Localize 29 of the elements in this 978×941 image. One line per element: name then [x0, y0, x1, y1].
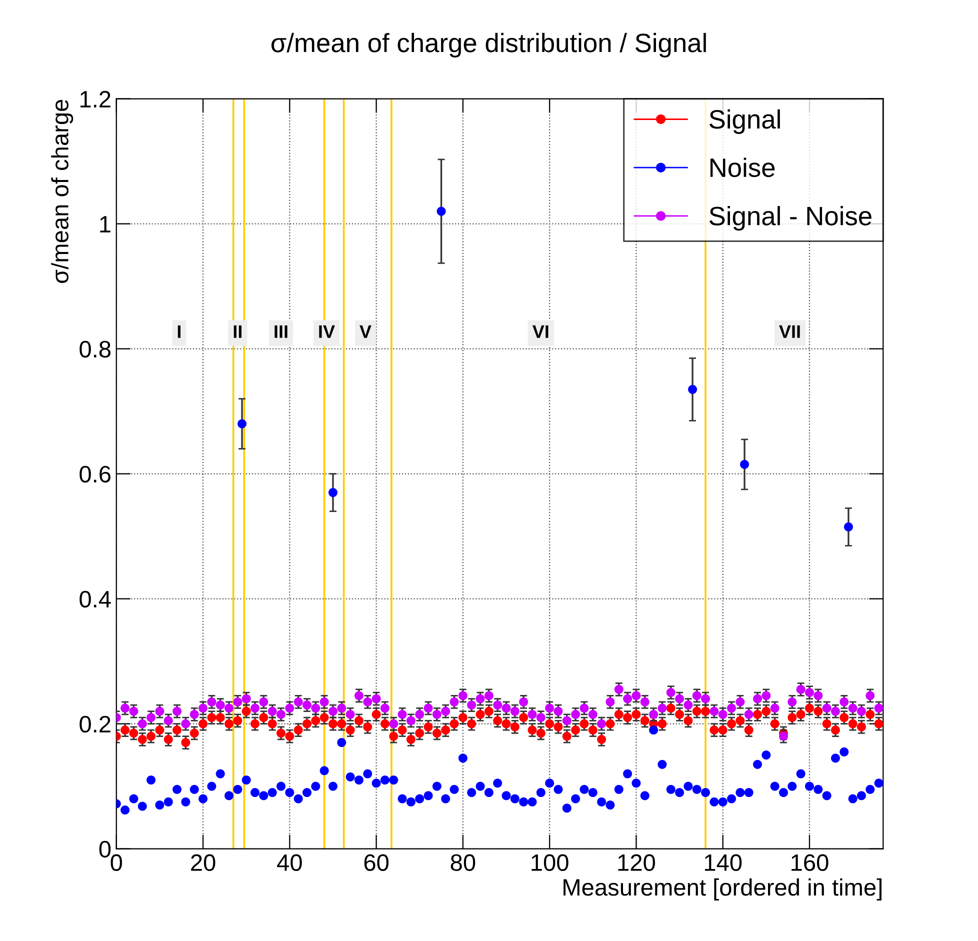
- annotation: I: [178, 325, 180, 338]
- y-axis-title: σ/mean of charge: [51, 100, 74, 283]
- annotation: III: [274, 325, 288, 338]
- y-tick-label: 1.2: [80, 90, 110, 108]
- legend-label: Noise: [710, 158, 775, 178]
- annotation: II: [234, 325, 242, 338]
- x-tick-label: 40: [277, 854, 302, 871]
- y-tick-label: 0.2: [80, 716, 110, 733]
- x-tick-label: 120: [618, 854, 655, 871]
- legend-label: Signal - Noise: [710, 206, 872, 231]
- x-axis-title: Measurement [ordered in time]: [564, 878, 882, 900]
- x-tick-label: 20: [191, 854, 216, 871]
- annotation: VII: [779, 325, 800, 338]
- y-tick-label: 0.6: [80, 466, 110, 483]
- y-tick-label: 0.4: [80, 590, 111, 608]
- x-tick-label: 100: [532, 854, 568, 871]
- annotation: VI: [532, 325, 548, 338]
- y-tick-label: 0.8: [80, 340, 110, 358]
- annotation: V: [360, 325, 372, 338]
- annotation: IV: [319, 325, 335, 338]
- legend-label: Signal: [710, 109, 780, 134]
- x-tick-label: 140: [704, 854, 742, 871]
- y-tick-label: 1: [100, 216, 110, 232]
- y-tick-label: 0: [99, 840, 111, 858]
- chart-title: σ/mean of charge distribution / Signal: [271, 32, 706, 58]
- x-tick-label: 80: [450, 854, 476, 871]
- x-tick-label: 60: [364, 854, 389, 871]
- x-tick-label: 0: [110, 854, 122, 871]
- x-tick-label: 160: [792, 854, 828, 871]
